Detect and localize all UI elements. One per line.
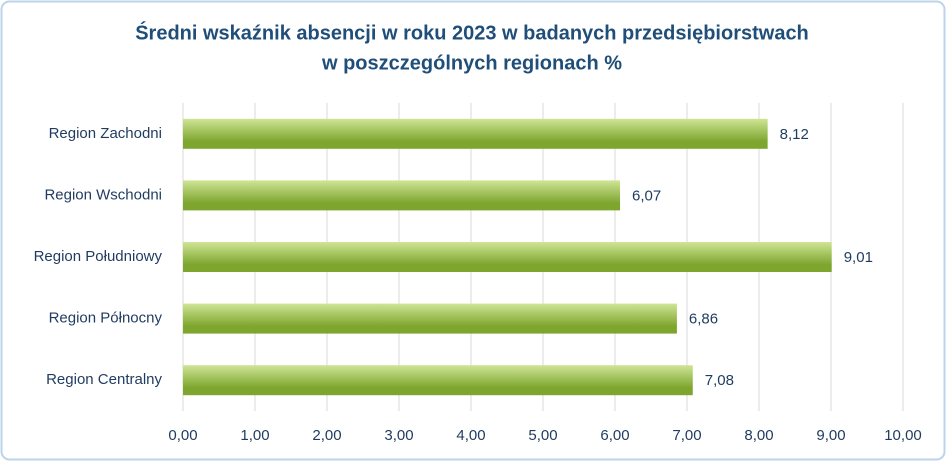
data-label: 7,08 bbox=[705, 372, 734, 389]
x-tick-label: 9,00 bbox=[816, 427, 845, 444]
x-tick-label: 7,00 bbox=[672, 427, 701, 444]
bar bbox=[183, 180, 621, 211]
data-label: 9,01 bbox=[844, 249, 873, 266]
y-tick-label: Region Centralny bbox=[46, 371, 162, 388]
data-label: 6,86 bbox=[689, 311, 718, 328]
data-label: 8,12 bbox=[780, 126, 809, 143]
data-label: 6,07 bbox=[632, 187, 661, 204]
x-tick-label: 2,00 bbox=[312, 427, 341, 444]
x-tick-label: 8,00 bbox=[744, 427, 773, 444]
bar bbox=[183, 303, 677, 334]
x-tick-label: 6,00 bbox=[600, 427, 629, 444]
chart-title: w poszczególnych regionach % bbox=[321, 52, 622, 74]
bar bbox=[183, 242, 832, 272]
y-tick-label: Region Północny bbox=[49, 310, 163, 327]
y-tick-label: Region Zachodni bbox=[49, 125, 162, 142]
bar bbox=[183, 118, 768, 149]
x-tick-label: 4,00 bbox=[456, 427, 485, 444]
x-tick-label: 3,00 bbox=[384, 427, 413, 444]
chart-title: Średni wskaźnik absencji w roku 2023 w b… bbox=[135, 20, 809, 44]
y-tick-label: Region Wschodni bbox=[44, 186, 162, 203]
x-tick-label: 0,00 bbox=[168, 427, 197, 444]
x-tick-label: 5,00 bbox=[528, 427, 557, 444]
y-tick-label: Region Południowy bbox=[34, 248, 163, 265]
x-tick-label: 1,00 bbox=[240, 427, 269, 444]
x-tick-label: 10,00 bbox=[884, 427, 922, 444]
bar bbox=[183, 365, 693, 396]
